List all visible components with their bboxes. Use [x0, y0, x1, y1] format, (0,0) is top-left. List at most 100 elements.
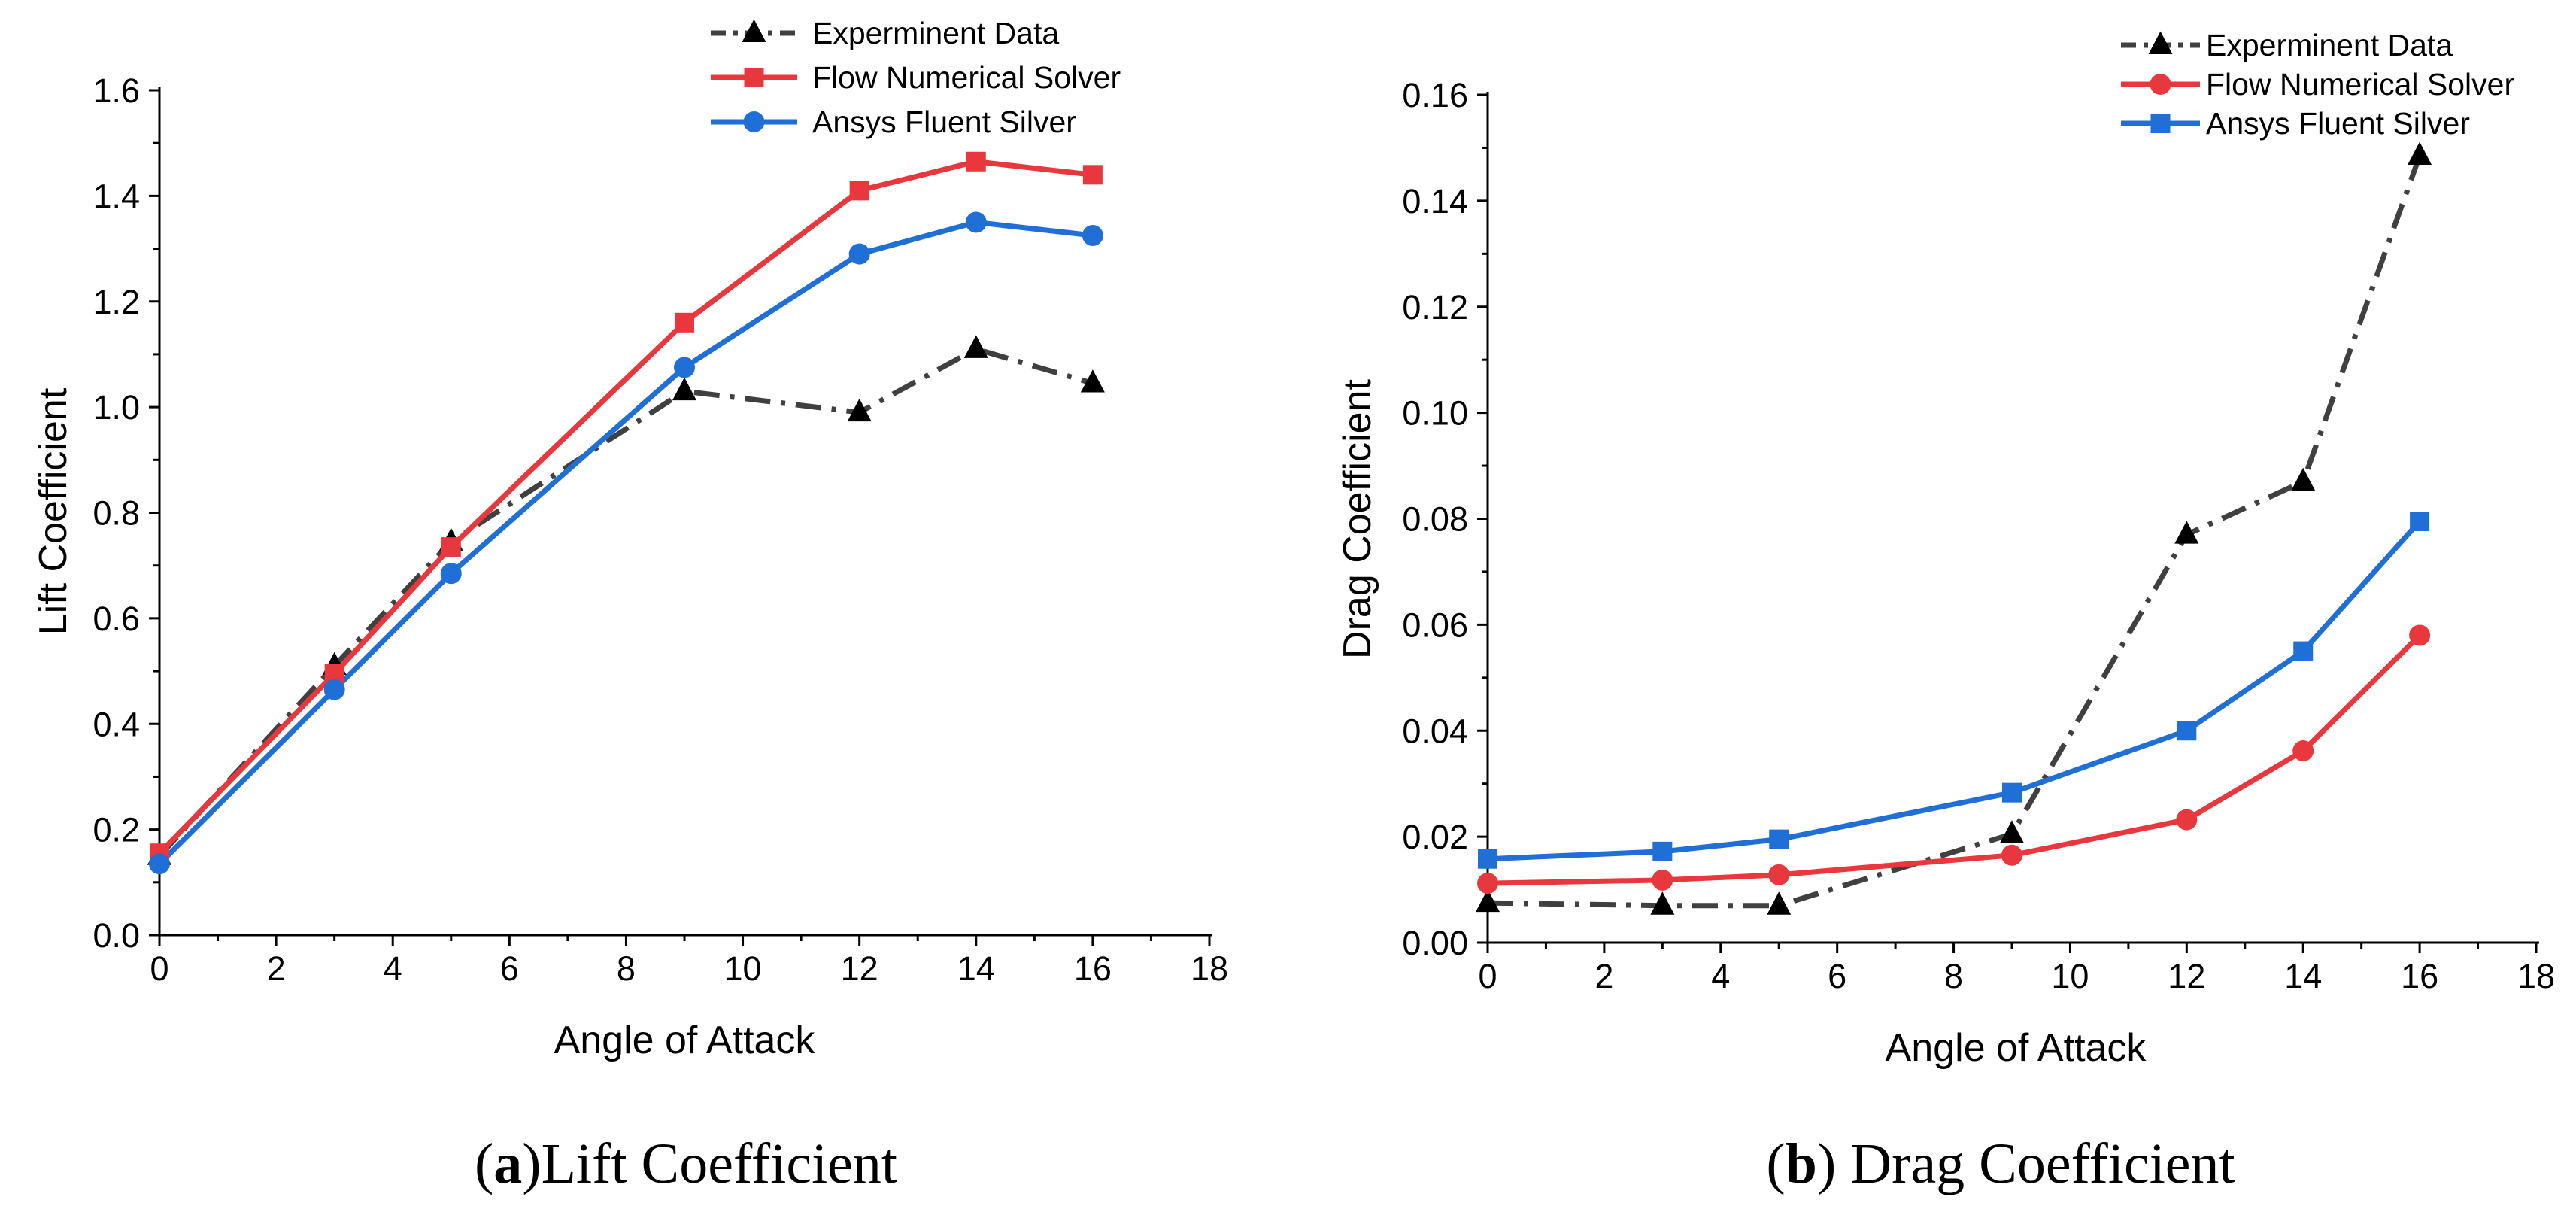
lift-data-point — [965, 211, 987, 233]
lift-data-point — [149, 853, 170, 875]
drag-data-point — [1476, 888, 1500, 913]
drag-y-tick-label: 0.06 — [1402, 606, 1468, 644]
drag-x-tick-label: 4 — [1711, 957, 1730, 995]
lift-y-axis-title: Lift Coefficient — [32, 387, 75, 635]
drag-x-axis-title: Angle of Attack — [1886, 1026, 2147, 1070]
lift-data-point — [323, 679, 345, 700]
drag-x-tick-label: 18 — [2517, 957, 2555, 995]
drag-y-tick-label: 0.10 — [1402, 394, 1468, 433]
drag-x-tick-label: 12 — [2168, 957, 2205, 995]
drag-data-point — [2174, 521, 2199, 544]
lift-legend-label: Flow Numerical Solver — [812, 60, 1121, 95]
lift-x-tick-label: 10 — [724, 949, 762, 988]
drag-data-point — [2293, 641, 2314, 661]
drag-x-tick-label: 16 — [2401, 957, 2438, 995]
lift-data-point — [848, 243, 870, 265]
drag-chart: 0 2 4 6 8 10 12 14 16 18 0.00 0.02 0.04 0.06 0.08 0.10 0… — [1336, 28, 2555, 1195]
lift-legend-marker — [743, 111, 765, 132]
lift-data-point — [1080, 369, 1105, 393]
drag-data-point — [2408, 141, 2432, 166]
drag-caption: (b) Drag Coefficient — [1766, 1132, 2235, 1195]
drag-data-point — [2177, 721, 2197, 741]
drag-series-line-0 — [1487, 154, 2423, 909]
lift-x-tick-label: 4 — [384, 949, 402, 988]
lift-y-tick-label: 1.0 — [93, 388, 140, 427]
drag-y-tick-label: 0.14 — [1402, 182, 1468, 220]
lift-data-point — [1082, 225, 1103, 247]
drag-data-point — [2292, 740, 2314, 762]
lift-x-tick-label: 0 — [150, 949, 168, 988]
lift-x-tick-label: 2 — [267, 949, 286, 988]
drag-data-point — [2000, 820, 2024, 843]
drag-x-tick-label: 6 — [1828, 957, 1846, 995]
drag-y-axis-title: Drag Coefficient — [1336, 379, 1379, 659]
drag-legend-label: Experminent Data — [2206, 28, 2453, 62]
drag-data-point — [2002, 782, 2022, 803]
lift-data-point — [441, 537, 461, 557]
lift-y-tick-label: 1.4 — [93, 177, 140, 215]
lift-data-point — [672, 377, 696, 401]
lift-data-point — [966, 151, 986, 172]
drag-data-point — [1769, 829, 1789, 849]
lift-data-point — [674, 357, 695, 378]
drag-series-line-1 — [1487, 633, 2422, 886]
lift-series-line-1 — [157, 159, 1094, 855]
lift-caption: (a)Lift Coefficient — [475, 1132, 897, 1195]
lift-x-tick-label: 12 — [841, 949, 878, 988]
lift-y-tick-label: 0.4 — [93, 705, 140, 743]
drag-x-tick-label: 0 — [1478, 957, 1497, 995]
drag-data-point — [1652, 841, 1673, 861]
lift-data-point — [675, 312, 694, 333]
drag-data-point — [1650, 891, 1675, 915]
lift-y-tick-label: 0.6 — [93, 600, 140, 638]
lift-series-line-0 — [157, 346, 1094, 858]
drag-data-point — [1767, 891, 1792, 915]
lift-x-tick-label: 18 — [1191, 949, 1228, 988]
lift-y-tick-label: 0.0 — [93, 916, 140, 955]
drag-data-point — [2001, 844, 2022, 866]
drag-x-tick-label: 8 — [1944, 957, 1963, 995]
drag-y-tick-label: 0.08 — [1402, 500, 1468, 539]
lift-x-axis-title: Angle of Attack — [554, 1019, 816, 1062]
lift-legend-marker — [742, 19, 766, 42]
drag-legend-label: Flow Numerical Solver — [2206, 67, 2514, 102]
lift-plot-area: 0 2 4 6 8 10 12 14 16 18 0.0 0.2 0.4 0.6 0.8 1.0 1.2 1.4 1… — [93, 16, 1228, 988]
lift-legend-marker — [744, 68, 764, 87]
drag-legend-marker — [2150, 114, 2171, 133]
lift-y-tick-label: 0.8 — [93, 494, 140, 533]
drag-data-point — [1652, 869, 1673, 891]
lift-x-tick-label: 8 — [617, 949, 636, 988]
lift-legend-label: Experminent Data — [812, 16, 1059, 50]
lift-data-point — [1082, 165, 1103, 185]
lift-y-tick-label: 0.2 — [93, 811, 140, 849]
lift-legend-label: Ansys Fluent Silver — [812, 105, 1076, 139]
lift-data-point — [847, 398, 872, 422]
drag-x-tick-label: 10 — [2051, 957, 2089, 995]
lift-x-tick-label: 14 — [957, 949, 995, 988]
lift-x-tick-label: 16 — [1074, 949, 1112, 988]
lift-chart: 0 2 4 6 8 10 12 14 16 18 0.0 0.2 0.4 0.6 0.8 1.0 1.2 1.4 1… — [32, 16, 1228, 1195]
drag-data-point — [2176, 809, 2198, 831]
drag-y-tick-label: 0.02 — [1402, 818, 1468, 856]
drag-data-point — [2291, 467, 2316, 491]
drag-y-tick-label: 0.04 — [1402, 712, 1468, 750]
lift-data-point — [849, 181, 869, 201]
drag-data-point — [2409, 624, 2431, 646]
lift-y-tick-label: 1.2 — [93, 283, 140, 321]
drag-legend-marker — [2150, 74, 2171, 95]
lift-data-point — [440, 563, 462, 585]
drag-y-tick-label: 0.00 — [1402, 924, 1468, 962]
drag-x-tick-label: 2 — [1594, 957, 1613, 995]
drag-data-point — [1477, 873, 1498, 894]
drag-legend-marker — [2148, 31, 2173, 54]
lift-series-line-2 — [157, 219, 1094, 866]
drag-legend-label: Ansys Fluent Silver — [2206, 106, 2470, 141]
drag-data-point — [1478, 849, 1497, 869]
drag-series-line-2 — [1487, 519, 2422, 862]
drag-data-point — [2410, 512, 2430, 532]
lift-x-tick-label: 6 — [500, 949, 519, 988]
drag-plot-area: 0 2 4 6 8 10 12 14 16 18 0.00 0.02 0.04 0.06 0.08 0.10 0… — [1402, 28, 2555, 995]
drag-data-point — [1768, 864, 1790, 885]
lift-data-point — [963, 335, 988, 358]
